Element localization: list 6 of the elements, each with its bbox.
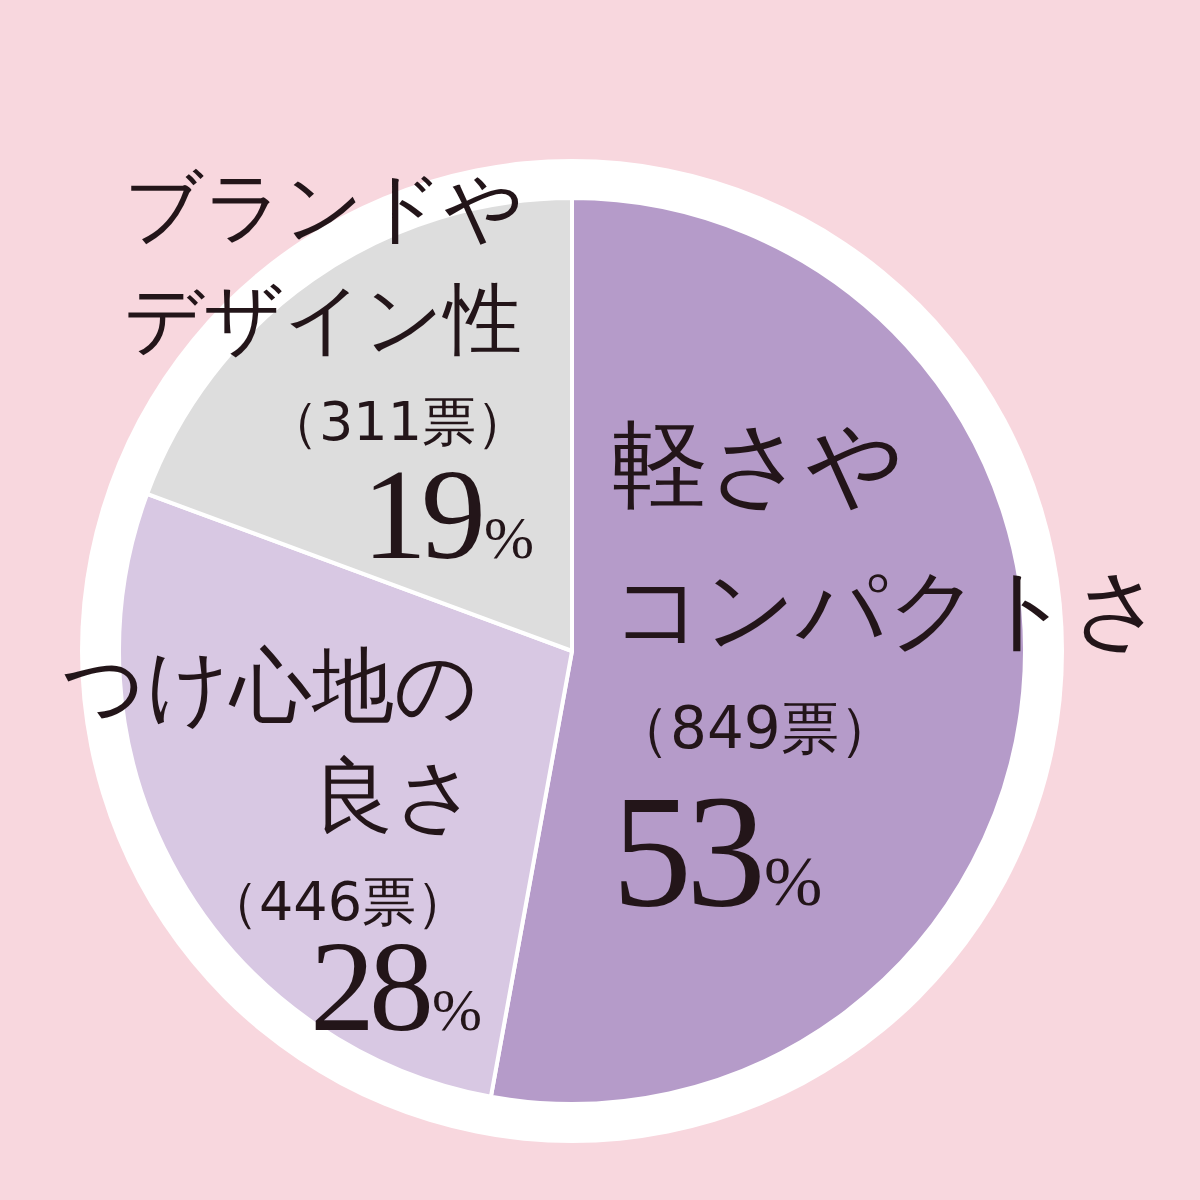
data-label: （446票） 28% [204, 870, 482, 1058]
slice-label: つけ心地の良さ [62, 638, 478, 843]
slice-label: ブランドやデザイン性 [124, 162, 524, 364]
data-label: （849票） 53% [612, 694, 897, 940]
slice-label: 軽さやコンパクトさ [612, 408, 1164, 661]
data-label: （311票） 19% [264, 390, 534, 586]
